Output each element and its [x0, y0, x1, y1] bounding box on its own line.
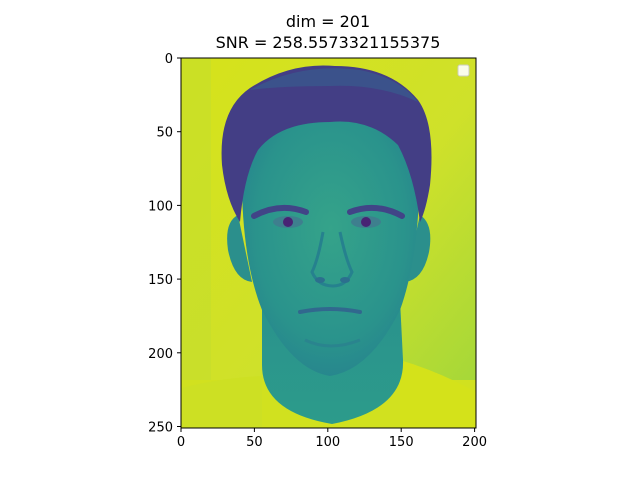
y-axis: 0 50 100 150 200 250 [148, 52, 181, 436]
shirt-left [181, 376, 262, 428]
y-tick-label: 50 [156, 126, 173, 141]
background-left-strip [181, 58, 211, 388]
x-tick-label: 0 [177, 435, 185, 450]
face [241, 108, 420, 376]
face-image [181, 58, 476, 428]
plot-title-line-2: SNR = 258.5573321155375 [215, 33, 441, 52]
ear-left [227, 215, 252, 282]
y-tick-label: 0 [165, 52, 173, 67]
eye-right-iris [361, 217, 371, 227]
x-tick-label: 100 [315, 435, 340, 450]
eye-left-iris [283, 217, 293, 227]
plot-title-line-1: dim = 201 [285, 12, 371, 31]
chin-shadow [304, 338, 361, 348]
mouth [298, 307, 362, 314]
brow-right [347, 204, 405, 219]
hair [221, 65, 432, 222]
x-tick-label: 150 [389, 435, 414, 450]
x-tick-label: 50 [246, 435, 263, 450]
x-axis: 0 50 100 150 200 [177, 428, 487, 450]
x-tick-label: 200 [462, 435, 487, 450]
brow-left [251, 204, 309, 219]
legend-box [457, 64, 470, 77]
shirt-right [400, 360, 476, 428]
y-tick-label: 250 [148, 421, 173, 436]
y-tick-label: 100 [148, 199, 173, 214]
y-tick-label: 150 [148, 273, 173, 288]
hair-top [250, 68, 418, 102]
y-tick-label: 200 [148, 347, 173, 362]
axes-frame [180, 57, 477, 429]
nose [310, 231, 354, 288]
nostril-right [340, 277, 350, 283]
nostril-left [315, 277, 325, 283]
